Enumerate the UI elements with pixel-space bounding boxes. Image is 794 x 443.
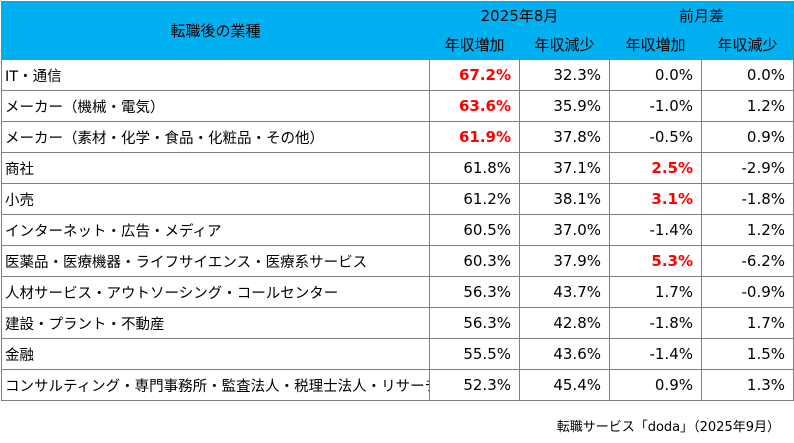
table-row: 医薬品・医療機器・ライフサイエンス・医療系サービス 60.3% 37.9% 5.… — [1, 245, 794, 277]
diff-decrease-cell: 0.0% — [700, 59, 794, 91]
industry-cell: 人材サービス・アウトソーシング・コールセンター — [1, 276, 430, 308]
increase-cell: 56.3% — [429, 307, 520, 339]
industry-cell: メーカー（素材・化学・食品・化粧品・その他） — [1, 121, 430, 153]
diff-increase-cell: -1.8% — [609, 307, 702, 339]
diff-decrease-cell: 0.9% — [700, 121, 794, 153]
diff-decrease-cell: 1.2% — [700, 90, 794, 122]
diff-decrease-cell: 1.2% — [700, 214, 794, 246]
diff-increase-cell: -1.4% — [609, 338, 702, 370]
diff-increase-cell: -1.0% — [609, 90, 702, 122]
header-diff-increase: 年収増加 — [609, 29, 702, 60]
diff-decrease-cell: -1.8% — [700, 183, 794, 215]
header-increase: 年収増加 — [429, 29, 520, 60]
decrease-cell: 38.1% — [519, 183, 610, 215]
table-row: 金融 55.5% 43.6% -1.4% 1.5% — [1, 338, 794, 370]
table-row: メーカー（機械・電気） 63.6% 35.9% -1.0% 1.2% — [1, 90, 794, 122]
diff-decrease-cell: 1.5% — [700, 338, 794, 370]
increase-cell: 61.8% — [429, 152, 520, 184]
decrease-cell: 43.6% — [519, 338, 610, 370]
diff-decrease-cell: 1.3% — [700, 369, 794, 401]
header-decrease: 年収減少 — [519, 29, 610, 60]
decrease-cell: 32.3% — [519, 59, 610, 91]
decrease-cell: 42.8% — [519, 307, 610, 339]
diff-decrease-cell: -0.9% — [700, 276, 794, 308]
diff-increase-cell: 5.3% — [609, 245, 702, 277]
industry-cell: 商社 — [1, 152, 430, 184]
diff-decrease-cell: -2.9% — [700, 152, 794, 184]
table-row: IT・通信 67.2% 32.3% 0.0% 0.0% — [1, 59, 794, 91]
increase-cell: 61.9% — [429, 121, 520, 153]
diff-increase-cell: -0.5% — [609, 121, 702, 153]
decrease-cell: 43.7% — [519, 276, 610, 308]
industry-cell: インターネット・広告・メディア — [1, 214, 430, 246]
industry-cell: 小売 — [1, 183, 430, 215]
increase-cell: 60.3% — [429, 245, 520, 277]
table-row: 人材サービス・アウトソーシング・コールセンター 56.3% 43.7% 1.7%… — [1, 276, 794, 308]
diff-increase-cell: 0.9% — [609, 369, 702, 401]
table-row: インターネット・広告・メディア 60.5% 37.0% -1.4% 1.2% — [1, 214, 794, 246]
increase-cell: 55.5% — [429, 338, 520, 370]
table-row: 小売 61.2% 38.1% 3.1% -1.8% — [1, 183, 794, 215]
diff-increase-cell: 1.7% — [609, 276, 702, 308]
increase-cell: 60.5% — [429, 214, 520, 246]
header-diff-decrease: 年収減少 — [700, 29, 794, 60]
table-row: 建設・プラント・不動産 56.3% 42.8% -1.8% 1.7% — [1, 307, 794, 339]
diff-increase-cell: 0.0% — [609, 59, 702, 91]
increase-cell: 52.3% — [429, 369, 520, 401]
header-period: 2025年8月 — [429, 1, 610, 30]
increase-cell: 56.3% — [429, 276, 520, 308]
increase-cell: 67.2% — [429, 59, 520, 91]
diff-decrease-cell: 1.7% — [700, 307, 794, 339]
diff-increase-cell: -1.4% — [609, 214, 702, 246]
industry-cell: 建設・プラント・不動産 — [1, 307, 430, 339]
header-month-change: 前月差 — [608, 1, 794, 30]
table-row: コンサルティング・専門事務所・監査法人・税理士法人・リサーチ 52.3% 45.… — [1, 369, 794, 401]
industry-cell: コンサルティング・専門事務所・監査法人・税理士法人・リサーチ — [1, 369, 430, 401]
decrease-cell: 35.9% — [519, 90, 610, 122]
industry-cell: 医薬品・医療機器・ライフサイエンス・医療系サービス — [1, 245, 430, 277]
increase-cell: 63.6% — [429, 90, 520, 122]
table-row: 商社 61.8% 37.1% 2.5% -2.9% — [1, 152, 794, 184]
diff-increase-cell: 2.5% — [609, 152, 702, 184]
industry-cell: 金融 — [1, 338, 430, 370]
diff-decrease-cell: -6.2% — [700, 245, 794, 277]
industry-cell: IT・通信 — [1, 59, 430, 91]
increase-cell: 61.2% — [429, 183, 520, 215]
industry-cell: メーカー（機械・電気） — [1, 90, 430, 122]
decrease-cell: 37.1% — [519, 152, 610, 184]
decrease-cell: 37.9% — [519, 245, 610, 277]
decrease-cell: 45.4% — [519, 369, 610, 401]
decrease-cell: 37.8% — [519, 121, 610, 153]
diff-increase-cell: 3.1% — [609, 183, 702, 215]
table-row: メーカー（素材・化学・食品・化粧品・その他） 61.9% 37.8% -0.5%… — [1, 121, 794, 153]
salary-change-table: 転職後の業種 2025年8月 前月差 年収増加 年収減少 年収増加 年収減少 I… — [1, 1, 794, 401]
decrease-cell: 37.0% — [519, 214, 610, 246]
header-industry: 転職後の業種 — [1, 1, 430, 60]
source-note: 転職サービス「doda」（2025年9月） — [556, 420, 780, 435]
